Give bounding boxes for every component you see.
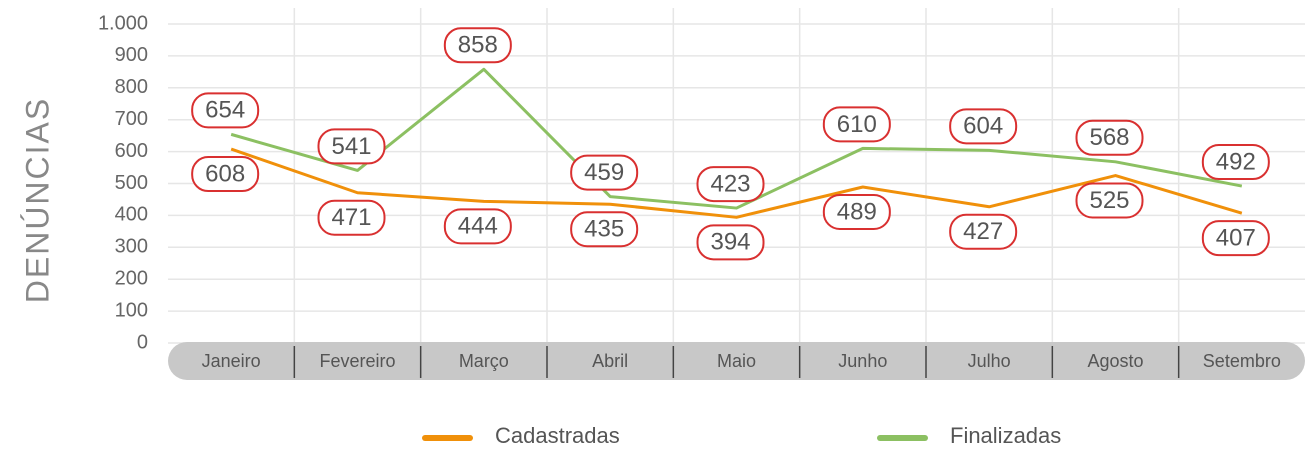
data-label-box bbox=[443, 27, 512, 64]
data-label-box bbox=[696, 166, 765, 203]
data-label-box bbox=[949, 213, 1018, 250]
data-label: 608 bbox=[205, 160, 245, 187]
data-label-box bbox=[443, 208, 512, 245]
x-tick-label: Janeiro bbox=[202, 351, 261, 371]
x-tick-label: Abril bbox=[592, 351, 628, 371]
data-label-box bbox=[317, 128, 386, 165]
x-tick-label: Junho bbox=[838, 351, 887, 371]
x-tick-label: Agosto bbox=[1087, 351, 1143, 371]
y-tick-label: 400 bbox=[115, 204, 148, 226]
category-bar bbox=[168, 342, 1305, 380]
data-label-box bbox=[1201, 220, 1270, 257]
y-tick-label: 800 bbox=[115, 76, 148, 98]
y-tick-label: 700 bbox=[115, 108, 148, 130]
data-label: 654 bbox=[205, 97, 245, 124]
data-label: 471 bbox=[331, 204, 371, 231]
line-series bbox=[230, 147, 1243, 219]
data-label-box bbox=[822, 106, 891, 143]
x-tick-label: Setembro bbox=[1203, 351, 1281, 371]
data-label: 610 bbox=[837, 111, 877, 138]
x-tick-label: Julho bbox=[968, 351, 1011, 371]
data-label-box bbox=[1075, 119, 1144, 156]
data-label: 489 bbox=[837, 198, 877, 225]
data-label-box bbox=[191, 156, 260, 193]
data-label-box bbox=[570, 154, 639, 191]
data-label-box bbox=[1201, 144, 1270, 181]
legend-label: Finalizadas bbox=[950, 423, 1061, 448]
y-tick-label: 0 bbox=[137, 331, 148, 353]
y-tick-label: 100 bbox=[115, 299, 148, 321]
data-label: 492 bbox=[1216, 148, 1256, 175]
y-tick-label: 600 bbox=[115, 140, 148, 162]
data-label: 568 bbox=[1089, 124, 1129, 151]
data-label: 541 bbox=[331, 133, 371, 160]
data-label-box bbox=[696, 224, 765, 261]
line-series bbox=[230, 67, 1243, 210]
data-label: 427 bbox=[963, 218, 1003, 245]
data-label-box bbox=[822, 194, 891, 231]
data-label: 407 bbox=[1216, 225, 1256, 252]
data-label: 525 bbox=[1089, 187, 1129, 214]
x-tick-label: Maio bbox=[717, 351, 756, 371]
data-label-box bbox=[570, 211, 639, 248]
data-label-box bbox=[1075, 182, 1144, 219]
data-label: 435 bbox=[584, 216, 624, 243]
data-label: 423 bbox=[710, 170, 750, 197]
x-tick-label: Fevereiro bbox=[319, 351, 395, 371]
data-label-box bbox=[191, 92, 260, 129]
data-label: 858 bbox=[458, 32, 498, 59]
y-tick-label: 300 bbox=[115, 236, 148, 258]
y-tick-label: 200 bbox=[115, 267, 148, 289]
data-label-box bbox=[317, 199, 386, 236]
data-label: 604 bbox=[963, 113, 1003, 140]
y-tick-label: 500 bbox=[115, 172, 148, 194]
x-tick-label: Março bbox=[459, 351, 509, 371]
y-tick-label: 900 bbox=[115, 44, 148, 66]
data-label: 444 bbox=[458, 213, 498, 240]
y-axis-title: DENÚNCIAS bbox=[19, 97, 55, 303]
data-label: 394 bbox=[710, 229, 750, 256]
data-label: 459 bbox=[584, 159, 624, 186]
legend-label: Cadastradas bbox=[495, 423, 620, 448]
y-tick-label: 1.000 bbox=[98, 12, 148, 34]
data-label-box bbox=[949, 108, 1018, 145]
